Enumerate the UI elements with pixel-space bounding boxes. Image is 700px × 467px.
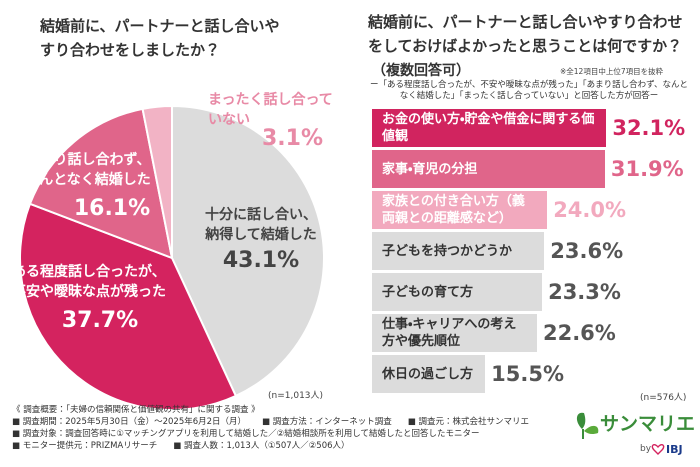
pie-chart [19,104,325,410]
bar-value-label: 31.9% [610,157,684,181]
bar-note: ※全12項目中上位7項目を抜粋 [560,67,664,76]
pie-value-label: 37.7% [61,308,139,333]
pie-slice [28,107,174,260]
footer-items: ■ 調査期間：2025年5月30日（金）〜2025年6月2日（月） ■ 調査方法：… [12,416,572,452]
bar: 仕事・キャリアへの考え方や優先順位 [372,314,537,352]
bar-value-label: 32.1% [612,116,686,140]
survey-footer: 《 調査概要：「夫婦の信頼関係と価値観の共有」に関する調査 》 ■ 調査期間：2… [12,404,572,452]
pie-slice [19,202,238,410]
bar-category-label: 子どもの育て方 [382,284,474,300]
bar-value-label: 24.0% [553,198,627,222]
footer-item: ■ 調査方法：インターネット調査 [262,417,392,427]
bar-category-label: 仕事・キャリアへの考え方や優先順位 [382,317,517,349]
bar-subtitle: （複数回答可） [372,63,470,79]
bar-category-label: 家事・育児の分担 [382,161,478,177]
footer-item: ■ 調査元：株式会社サンマリエ [407,417,530,427]
bar-value-label: 23.6% [550,239,624,263]
bar: 休日の過ごし方 [372,355,486,393]
bar: 家事・育児の分担 [372,150,605,188]
logo-by: by [640,444,652,454]
pie-slice [171,104,325,398]
logo-brand: IBJ [666,443,683,456]
pie-label: あまり話し合わず、なんとなく結婚した [25,152,151,188]
bar-value-label: 23.3% [548,280,621,304]
pie-title: 結婚前に、パートナーと話し合いやすり合わせをしましたか？ [40,17,280,59]
pie-slice [141,104,173,259]
footer-item: ■ 調査対象：調査回答時に①マッチングアプリを利用して結婚した／②結婚相談所を利… [12,429,480,439]
bar-sample-size: (n=576人) [640,393,687,403]
bar: 子どもを持つかどうか [372,232,545,270]
footer-item: ■ 調査人数：1,013人（①507人／②506人） [173,441,350,451]
logo-leaf [584,425,599,435]
pie-label: まったく話し合っていない [208,92,333,128]
footer-heading: 《 調査概要：「夫婦の信頼関係と価値観の共有」に関する調査 》 [12,405,260,415]
pie-value-label: 16.1% [73,196,151,221]
bar: 子どもの育て方 [372,273,543,311]
logo: サンマリエ by IBJ [576,412,695,456]
bar: 家族との付き合い方（義両親との距離感など） [372,191,548,229]
bar-category-label: 子どもを持つかどうか [382,243,513,259]
bar-category-label: 家族との付き合い方（義両親との距離感など） [382,194,525,226]
pie-label: ある程度話し合ったが、不安や曖昧な点が残った [12,264,166,300]
pie-label: 十分に話し合い、納得して結婚した [205,207,317,243]
logo-name: サンマリエ [600,413,695,435]
footer-item: ■ モニター提供元：PRIZMAリサーチ [12,441,158,451]
bar-value-label: 22.6% [542,321,616,345]
bar-category-label: 休日の過ごし方 [382,366,474,382]
footer-item: ■ 調査期間：2025年5月30日（金）〜2025年6月2日（月） [12,417,247,427]
pie-sample-size: (n=1,013人) [268,391,324,401]
logo-leaf [576,412,586,429]
bar-category-label: お金の使い方・貯金や借金に関する価値観 [382,112,595,144]
bar: お金の使い方・貯金や借金に関する価値観 [372,109,607,147]
logo-heart [651,443,665,455]
bar-title: 結婚前に、パートナーと話し合いやすり合わせをしておけばよかったと思うことは何です… [368,13,683,55]
pie-value-label: 3.1% [262,126,324,151]
bar-value-label: 15.5% [491,362,564,386]
bar-description: ー「ある程度話し合ったが、不安や曖昧な点が残った」「あまり話し合わず、なんとなく… [370,80,688,101]
pie-value-label: 43.1% [222,248,300,273]
